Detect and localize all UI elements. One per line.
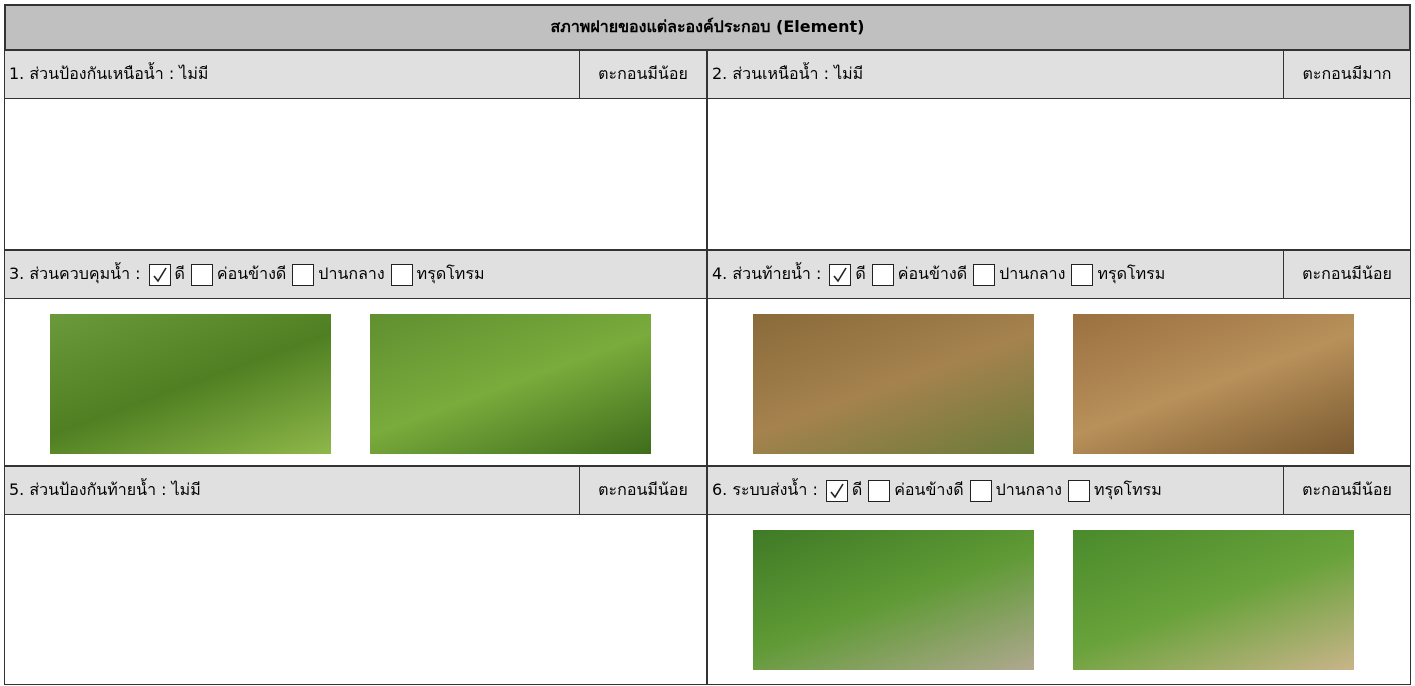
checkbox <box>871 263 894 286</box>
sediment-status: ตะกอนมีน้อย <box>579 466 707 515</box>
option-label: ดี <box>174 264 185 283</box>
element-header: 5. ส่วนป้องกันท้ายน้ำ : ไม่มี <box>4 466 580 515</box>
element-header: 2. ส่วนเหนือน้ำ : ไม่มี <box>707 50 1284 99</box>
element-label: 5. ส่วนป้องกันท้ายน้ำ : ไม่มี <box>9 480 201 499</box>
element-header: 4. ส่วนท้ายน้ำ : ดี ค่อนข้างดี ปานกลาง ทรุดโ… <box>707 250 1284 299</box>
sediment-status: ตะกอนมีน้อย <box>1283 466 1411 515</box>
element-label: 2. ส่วนเหนือน้ำ : ไม่มี <box>712 64 864 83</box>
option-label: ทรุดโทรม <box>1097 264 1166 283</box>
table-title: สภาพฝายของแต่ละองค์ประกอบ (Element) <box>4 4 1411 51</box>
element-body <box>4 98 707 250</box>
checkbox <box>148 263 171 286</box>
option-label: ปานกลาง <box>999 264 1066 283</box>
checkbox <box>1071 263 1094 286</box>
element-label: 1. ส่วนป้องกันเหนือน้ำ : ไม่มี <box>9 64 209 83</box>
photo <box>753 314 1034 454</box>
option-label: ปานกลาง <box>995 480 1062 499</box>
checkbox <box>973 263 996 286</box>
element-label: 3. ส่วนควบคุมน้ำ : <box>9 264 141 283</box>
option-label: ค่อนข้างดี <box>897 264 968 283</box>
element-header: 3. ส่วนควบคุมน้ำ : ดี ค่อนข้างดี ปานกลาง ทรุ… <box>4 250 707 299</box>
checkbox <box>868 479 891 502</box>
element-body <box>4 514 707 685</box>
element-label: 4. ส่วนท้ายน้ำ : <box>712 264 822 283</box>
option-label: ทรุดโทรม <box>416 264 485 283</box>
photo <box>1073 314 1354 454</box>
checkbox <box>390 263 413 286</box>
checkbox <box>825 479 848 502</box>
option-label: ดี <box>855 264 866 283</box>
option-label: ค่อนข้างดี <box>894 480 964 499</box>
photo <box>753 530 1034 670</box>
checkbox <box>969 479 992 502</box>
checkbox <box>190 263 213 286</box>
checkbox <box>829 263 852 286</box>
sediment-status: ตะกอนมีน้อย <box>579 50 707 99</box>
option-label: ปานกลาง <box>318 264 385 283</box>
photo <box>1073 530 1354 670</box>
photo <box>370 314 651 454</box>
sediment-status: ตะกอนมีมาก <box>1283 50 1411 99</box>
element-header: 1. ส่วนป้องกันเหนือน้ำ : ไม่มี <box>4 50 580 99</box>
checkbox <box>1067 479 1090 502</box>
photo <box>50 314 331 454</box>
checkbox <box>292 263 315 286</box>
element-header: 6. ระบบส่งน้ำ : ดี ค่อนข้างดี ปานกลาง ทรุดโท… <box>707 466 1284 515</box>
option-label: ดี <box>851 480 863 499</box>
element-body <box>707 98 1411 250</box>
option-label: ทรุดโทรม <box>1093 480 1162 499</box>
option-label: ค่อนข้างดี <box>216 264 287 283</box>
element-label: 6. ระบบส่งน้ำ : <box>712 480 818 499</box>
sediment-status: ตะกอนมีน้อย <box>1283 250 1411 299</box>
